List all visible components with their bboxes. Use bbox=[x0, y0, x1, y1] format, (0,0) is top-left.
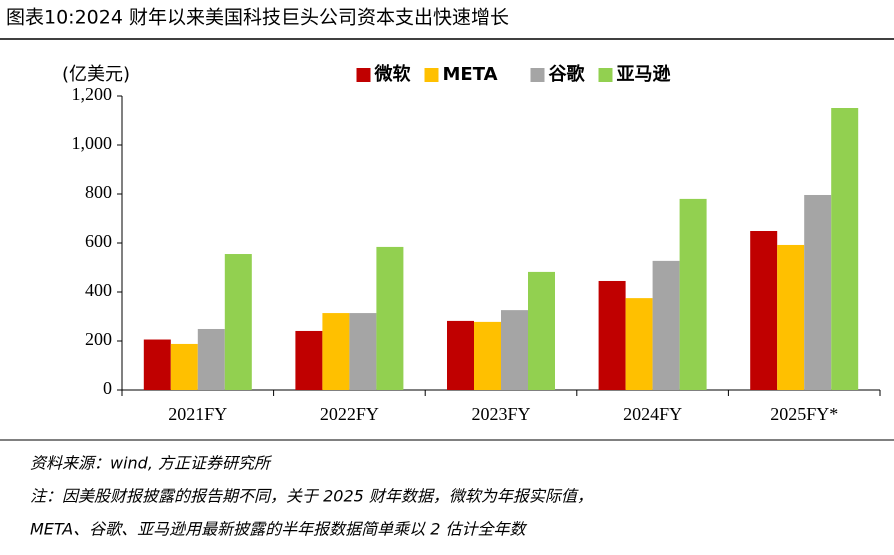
chart-title: 图表10:2024 财年以来美国科技巨头公司资本支出快速增长 bbox=[6, 7, 509, 29]
legend-swatch bbox=[424, 68, 439, 82]
legend-label: META bbox=[443, 64, 498, 85]
bar bbox=[295, 330, 323, 390]
y-tick-label: 1,200 bbox=[72, 84, 113, 104]
bar bbox=[143, 339, 171, 390]
bar bbox=[777, 244, 805, 390]
y-tick-label: 0 bbox=[103, 378, 112, 398]
bar bbox=[474, 321, 501, 390]
x-tick-label: 2023FY bbox=[471, 404, 530, 424]
bar bbox=[322, 313, 350, 390]
bar bbox=[652, 260, 680, 390]
bar bbox=[349, 313, 377, 390]
bar bbox=[376, 246, 404, 390]
bar bbox=[197, 328, 225, 390]
legend-swatch bbox=[598, 68, 613, 82]
bar bbox=[750, 230, 778, 390]
y-tick-label: 600 bbox=[85, 231, 112, 251]
note: 注：因美股财报披露的报告期不同，关于 2025 财年数据，微软为年报实际值， bbox=[30, 487, 593, 506]
x-tick-label: 2025FY* bbox=[770, 404, 838, 424]
legend-label: 微软 bbox=[374, 63, 411, 85]
y-tick-label: 800 bbox=[85, 182, 112, 202]
bar bbox=[501, 310, 528, 390]
bar bbox=[447, 320, 474, 390]
x-tick-label: 2021FY bbox=[168, 404, 227, 424]
note: META、谷歌、亚马逊用最新披露的半年报数据简单乘以 2 估计全年数 bbox=[30, 520, 528, 539]
bar bbox=[170, 343, 198, 390]
y-tick-label: 1,000 bbox=[72, 133, 113, 153]
bar bbox=[528, 271, 555, 390]
legend-label: 谷歌 bbox=[549, 63, 586, 85]
x-tick-label: 2024FY bbox=[623, 404, 682, 424]
y-tick-label: 400 bbox=[85, 280, 112, 300]
bar bbox=[224, 254, 252, 390]
bar bbox=[804, 194, 832, 390]
bar bbox=[831, 108, 859, 390]
legend-label: 亚马逊 bbox=[617, 64, 671, 85]
x-tick-label: 2022FY bbox=[320, 404, 379, 424]
bar bbox=[679, 198, 707, 390]
legend-swatch bbox=[356, 68, 371, 82]
y-tick-label: 200 bbox=[85, 329, 112, 349]
legend-swatch bbox=[530, 68, 545, 82]
y-axis-label: (亿美元) bbox=[62, 64, 130, 85]
bar bbox=[598, 280, 626, 390]
bar bbox=[625, 298, 653, 390]
source: 资料来源：wind, 方正证券研究所 bbox=[30, 454, 273, 473]
